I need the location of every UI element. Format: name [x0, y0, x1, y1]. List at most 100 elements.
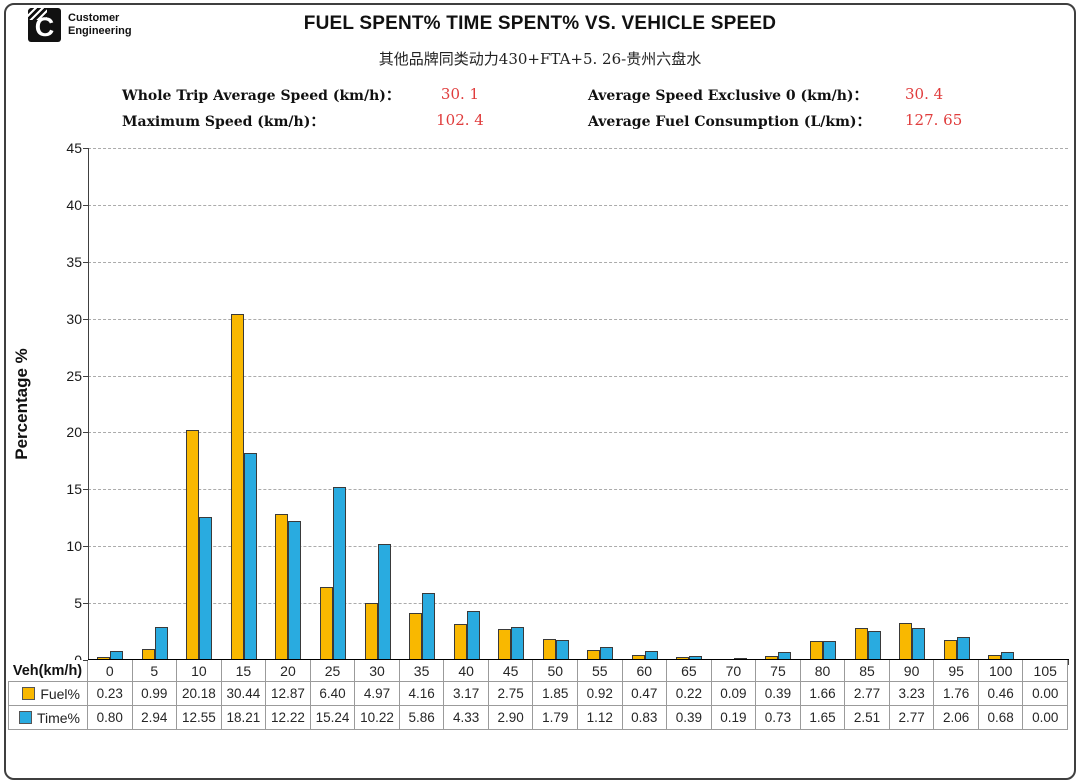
- x-category-header-65: 65: [667, 660, 712, 682]
- y-tick-mark-15: [83, 489, 88, 491]
- gridline-10: [88, 546, 1068, 548]
- y-tick-label-25: 25: [66, 367, 82, 384]
- table-cell-Fuel-25: 6.40: [310, 682, 356, 706]
- y-tick-mark-10: [83, 546, 88, 548]
- bar-Fuel-100: [988, 655, 1002, 660]
- y-tick-label-10: 10: [66, 538, 82, 555]
- cummins-logo: C Customer Engineering: [28, 8, 132, 42]
- x-category-header-0: 0: [88, 660, 133, 682]
- bar-Time-65: [689, 656, 703, 660]
- table-cell-Time-15: 18.21: [221, 706, 267, 730]
- stat-value-avg-fuel-consumption: 127. 65: [905, 111, 963, 129]
- bar-Fuel-50: [542, 639, 556, 660]
- stat-label-whole-trip-avg-speed: Whole Trip Average Speed (km/h)：: [122, 88, 400, 104]
- table-cell-Fuel-65: 0.22: [667, 682, 712, 706]
- bar-Time-80: [823, 641, 836, 660]
- y-tick-label-15: 15: [66, 481, 82, 498]
- y-axis-title: Percentage %: [12, 348, 31, 460]
- table-cell-Fuel-80: 1.66: [800, 682, 846, 706]
- table-cell-Fuel-75: 0.39: [756, 682, 801, 706]
- bar-Time-20: [288, 521, 302, 660]
- x-category-header-20: 20: [266, 660, 311, 682]
- table-cell-Fuel-5: 0.99: [132, 682, 178, 706]
- table-cell-Fuel-35: 4.16: [399, 682, 445, 706]
- bar-Fuel-45: [498, 629, 512, 660]
- bar-Fuel-35: [409, 613, 423, 660]
- stat-value-whole-trip-avg-speed: 30. 1: [440, 85, 480, 103]
- table-cell-Fuel-40: 3.17: [444, 682, 489, 706]
- bar-Time-0: [110, 651, 124, 660]
- gridline-45: [88, 148, 1068, 149]
- logo-line1: Customer: [68, 12, 120, 24]
- x-category-header-55: 55: [578, 660, 623, 682]
- table-cell-Time-50: 1.79: [533, 706, 578, 730]
- table-cell-Fuel-95: 1.76: [934, 682, 979, 706]
- x-category-header-60: 60: [622, 660, 668, 682]
- table-cell-Fuel-105: 0.00: [1023, 682, 1068, 706]
- bar-Time-100: [1001, 652, 1015, 660]
- table-cell-Time-55: 1.12: [578, 706, 623, 730]
- bar-Time-75: [778, 652, 792, 660]
- x-category-header-45: 45: [488, 660, 534, 682]
- table-cell-Time-85: 2.51: [845, 706, 890, 730]
- logo-text: Customer Engineering: [68, 12, 132, 38]
- bar-Fuel-25: [320, 587, 333, 660]
- bar-Time-10: [199, 517, 213, 660]
- table-cell-Fuel-60: 0.47: [622, 682, 668, 706]
- bar-Time-25: [333, 487, 346, 660]
- logo-stripes-icon: [28, 8, 47, 20]
- x-category-header-15: 15: [221, 660, 267, 682]
- table-cell-Time-65: 0.39: [667, 706, 712, 730]
- table-cell-Time-75: 0.73: [756, 706, 801, 730]
- table-cell-Time-40: 4.33: [444, 706, 489, 730]
- y-tick-mark-0: [83, 660, 88, 661]
- bar-chart-plot-area: [88, 148, 1068, 660]
- bar-Time-85: [867, 631, 881, 660]
- bar-Time-60: [644, 651, 658, 660]
- legend-label-Fuel: Fuel%: [40, 685, 80, 702]
- y-tick-label-20: 20: [66, 424, 82, 441]
- x-category-header-85: 85: [845, 660, 890, 682]
- x-tick-mark-22: [1068, 660, 1069, 665]
- legend-Fuel: Fuel%: [8, 682, 88, 706]
- bar-Fuel-15: [230, 314, 244, 660]
- x-category-header-25: 25: [310, 660, 356, 682]
- bar-Time-15: [243, 453, 257, 660]
- gridline-20: [88, 432, 1068, 434]
- x-category-header-5: 5: [132, 660, 178, 682]
- x-category-header-105: 105: [1023, 660, 1068, 682]
- y-tick-mark-35: [83, 261, 88, 263]
- y-tick-mark-40: [83, 204, 88, 206]
- table-cell-Fuel-85: 2.77: [845, 682, 890, 706]
- x-category-header-90: 90: [889, 660, 935, 682]
- x-category-header-100: 100: [978, 660, 1024, 682]
- bar-Fuel-85: [854, 628, 868, 660]
- bar-Time-90: [912, 628, 926, 660]
- gridline-35: [88, 261, 1068, 263]
- bar-Time-45: [511, 627, 525, 660]
- stat-label-maximum-speed: Maximum Speed (km/h)：: [122, 114, 325, 130]
- bar-Fuel-60: [631, 655, 645, 660]
- x-category-header-30: 30: [355, 660, 400, 682]
- cummins-c-icon: C: [28, 8, 61, 42]
- bar-Time-5: [154, 627, 168, 660]
- x-category-header-50: 50: [533, 660, 578, 682]
- gridline-40: [88, 204, 1068, 206]
- table-cell-Fuel-100: 0.46: [978, 682, 1024, 706]
- table-corner-x-axis-label: Veh(km/h): [8, 660, 88, 682]
- x-category-header-80: 80: [800, 660, 846, 682]
- bar-Fuel-0: [97, 657, 111, 660]
- bar-Fuel-5: [141, 649, 155, 660]
- y-tick-label-40: 40: [66, 196, 82, 213]
- gridline-5: [88, 603, 1068, 605]
- gridline-30: [88, 318, 1068, 320]
- gridline-25: [88, 375, 1068, 377]
- x-category-header-10: 10: [177, 660, 222, 682]
- bar-Fuel-55: [587, 650, 601, 660]
- bar-Time-95: [956, 637, 970, 660]
- x-category-header-75: 75: [756, 660, 801, 682]
- gridline-15: [88, 489, 1068, 491]
- legend-label-Time: Time%: [36, 709, 80, 726]
- legend-swatch-Time-icon: [18, 711, 32, 724]
